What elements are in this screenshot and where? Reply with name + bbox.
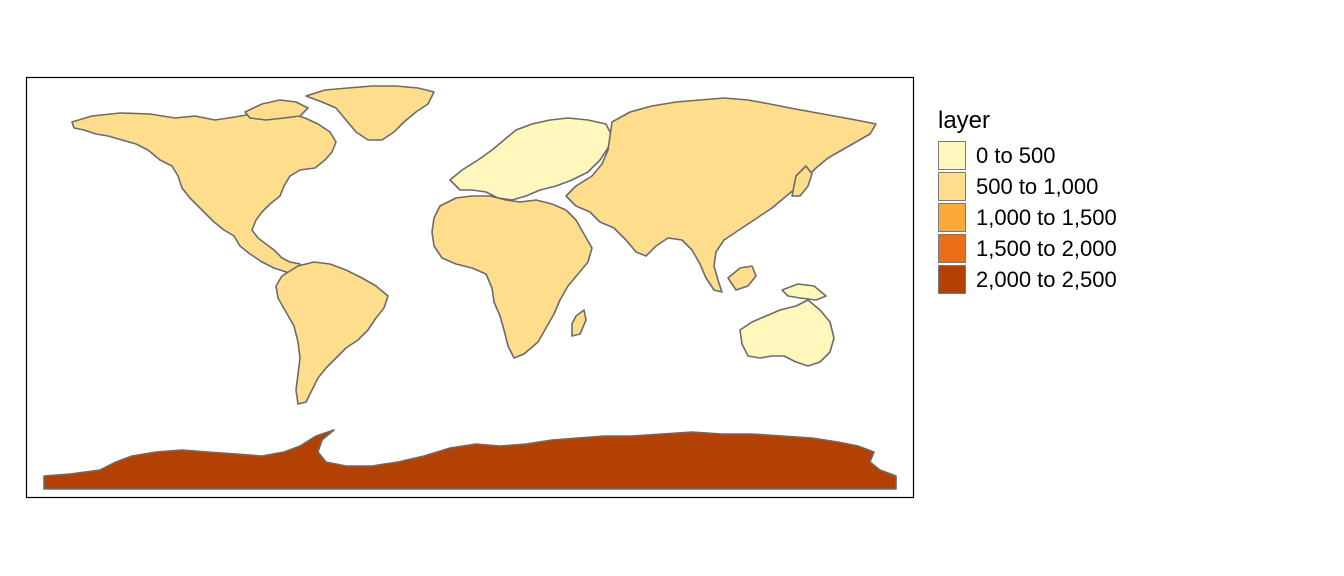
legend-item: 2,000 to 2,500 <box>938 264 1198 295</box>
legend-label: 500 to 1,000 <box>976 173 1099 199</box>
region-japan <box>791 165 813 197</box>
legend-label: 1,000 to 1,500 <box>976 204 1117 230</box>
region-greenland <box>305 85 435 141</box>
legend: layer 0 to 500 500 to 1,000 1,000 to 1,5… <box>938 106 1198 316</box>
legend-title: layer <box>938 107 991 134</box>
legend-label: 2,000 to 2,500 <box>976 266 1117 292</box>
region-antarctica <box>43 429 897 490</box>
legend-swatch <box>938 141 966 170</box>
region-south-america <box>275 261 389 405</box>
legend-swatch <box>938 203 966 232</box>
legend-item: 500 to 1,000 <box>938 171 1198 202</box>
region-indonesia <box>727 265 757 291</box>
region-canadian-arctic <box>244 99 309 121</box>
legend-swatch <box>938 172 966 201</box>
region-madagascar <box>571 309 587 337</box>
legend-label: 0 to 500 <box>976 142 1056 168</box>
region-north-america <box>71 112 337 275</box>
region-australia <box>739 299 835 367</box>
legend-swatch <box>938 234 966 263</box>
legend-label: 1,500 to 2,000 <box>976 235 1117 261</box>
region-africa <box>431 195 593 359</box>
map-frame <box>25 76 915 499</box>
legend-item: 1,000 to 1,500 <box>938 202 1198 233</box>
region-new-guinea <box>781 283 827 301</box>
region-asia <box>565 97 877 293</box>
legend-item: 1,500 to 2,000 <box>938 233 1198 264</box>
legend-swatch <box>938 265 966 294</box>
legend-item: 0 to 500 <box>938 140 1198 171</box>
